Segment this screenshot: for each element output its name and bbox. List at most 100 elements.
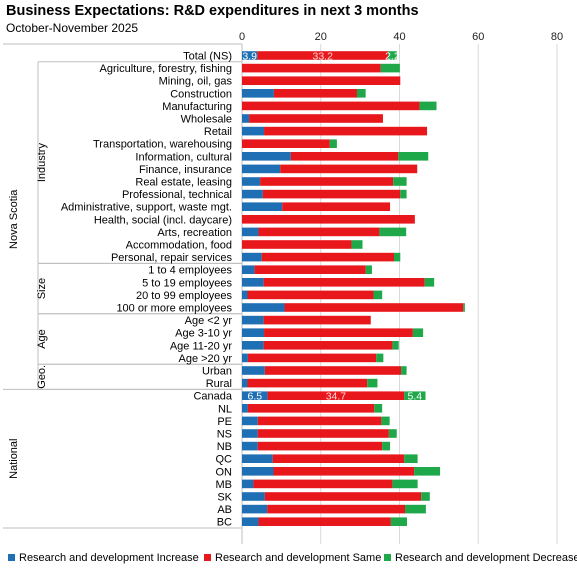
bar-increase xyxy=(242,429,258,438)
category-label: Health, social (incl. daycare) xyxy=(94,214,232,226)
category-label: NL xyxy=(218,403,232,415)
bar-same xyxy=(247,404,375,413)
bar-decrease xyxy=(393,177,407,186)
data-label: 34.7 xyxy=(326,391,347,403)
bar-decrease xyxy=(376,353,384,363)
legend-label-decrease: Research and development Decrease xyxy=(395,552,577,564)
bar-same xyxy=(242,215,415,224)
bar-same xyxy=(257,416,382,426)
category-label: Administrative, support, waste mgt. xyxy=(61,202,232,214)
bar-same xyxy=(257,51,389,60)
bar-decrease xyxy=(393,252,401,262)
bar-same xyxy=(264,328,413,337)
bar-decrease xyxy=(382,441,391,451)
bar-increase xyxy=(242,454,273,463)
bar-increase xyxy=(242,114,250,123)
category-label: MB xyxy=(216,479,233,491)
bar-decrease xyxy=(379,227,407,237)
bar-increase xyxy=(242,353,248,363)
x-tick-label: 20 xyxy=(315,31,327,43)
bar-decrease xyxy=(356,89,366,98)
bar-increase xyxy=(242,152,291,161)
category-label: Information, cultural xyxy=(135,151,232,163)
bar-increase xyxy=(242,441,258,451)
bar-increase xyxy=(242,341,264,350)
category-label: 5 to 19 employees xyxy=(142,277,232,289)
chart-title: Business Expectations: R&D expenditures … xyxy=(6,3,419,19)
bar-same xyxy=(261,252,394,262)
legend-item-same: Research and development Same xyxy=(204,552,381,564)
category-label: ON xyxy=(216,466,233,478)
bar-decrease xyxy=(398,152,429,161)
bar-increase xyxy=(242,517,259,526)
bar-increase xyxy=(242,290,248,300)
bar-same xyxy=(264,492,422,501)
group-label: Nova Scotia xyxy=(8,189,20,249)
bar-same xyxy=(263,278,425,287)
bar-decrease xyxy=(329,139,337,148)
bar-same xyxy=(264,366,402,375)
bar-same xyxy=(249,114,383,123)
bar-same xyxy=(242,76,401,85)
bar-same xyxy=(267,391,405,400)
category-label: Retail xyxy=(204,126,232,138)
bar-increase xyxy=(242,265,255,274)
bar-same xyxy=(258,517,391,526)
bar-same xyxy=(290,152,399,161)
bar-decrease xyxy=(401,366,407,375)
bar-decrease xyxy=(351,240,363,249)
bar-increase xyxy=(242,378,248,388)
bar-decrease xyxy=(421,492,430,501)
category-label: Accommodation, food xyxy=(126,240,232,252)
category-label: 20 to 99 employees xyxy=(136,290,233,302)
bar-same xyxy=(260,177,394,186)
category-label: Age <2 yr xyxy=(185,315,233,327)
bar-decrease xyxy=(373,290,383,300)
bar-decrease xyxy=(392,479,418,489)
bar-same xyxy=(247,378,368,388)
data-label: 5.4 xyxy=(408,391,423,403)
category-label: SK xyxy=(217,492,232,504)
subgroup-label: Industry xyxy=(36,143,48,183)
category-label: BC xyxy=(217,517,232,529)
legend-item-increase: Research and development Increase xyxy=(8,552,199,564)
bar-increase xyxy=(242,328,265,337)
category-label: 100 or more employees xyxy=(116,303,232,315)
bar-increase xyxy=(242,227,259,237)
bar-increase xyxy=(242,391,268,400)
category-label: Mining, oil, gas xyxy=(159,76,233,88)
bar-increase xyxy=(242,202,283,211)
bar-increase xyxy=(242,404,248,413)
x-tick-label: 40 xyxy=(393,31,405,43)
bar-same xyxy=(264,126,428,136)
legend-swatch-decrease xyxy=(384,554,391,561)
bar-same xyxy=(258,227,380,237)
bar-same xyxy=(263,315,371,325)
bar-decrease xyxy=(392,341,399,350)
category-label: 1 to 4 employees xyxy=(148,265,232,277)
bar-increase xyxy=(242,467,274,476)
x-tick-label: 0 xyxy=(239,31,245,43)
bar-increase xyxy=(242,504,268,514)
category-label: Construction xyxy=(170,88,232,100)
bar-decrease xyxy=(412,328,424,337)
category-label: Age 3-10 yr xyxy=(175,328,232,340)
legend-swatch-same xyxy=(204,554,211,561)
bar-decrease xyxy=(419,101,437,111)
bar-increase xyxy=(242,366,265,375)
legend-swatch-increase xyxy=(8,554,15,561)
bar-same xyxy=(282,202,391,211)
bar-same xyxy=(254,265,366,274)
bar-decrease xyxy=(374,404,383,413)
bar-increase xyxy=(242,189,263,199)
category-label: Wholesale xyxy=(181,114,232,126)
category-label: PE xyxy=(217,416,232,428)
bar-same xyxy=(257,441,383,451)
bar-decrease xyxy=(388,429,397,438)
data-label: 3.9 xyxy=(242,51,257,63)
data-label: 33.2 xyxy=(313,51,334,63)
subgroup-label: Size xyxy=(36,278,48,299)
x-tick-label: 80 xyxy=(551,31,563,43)
bar-increase xyxy=(242,303,285,312)
